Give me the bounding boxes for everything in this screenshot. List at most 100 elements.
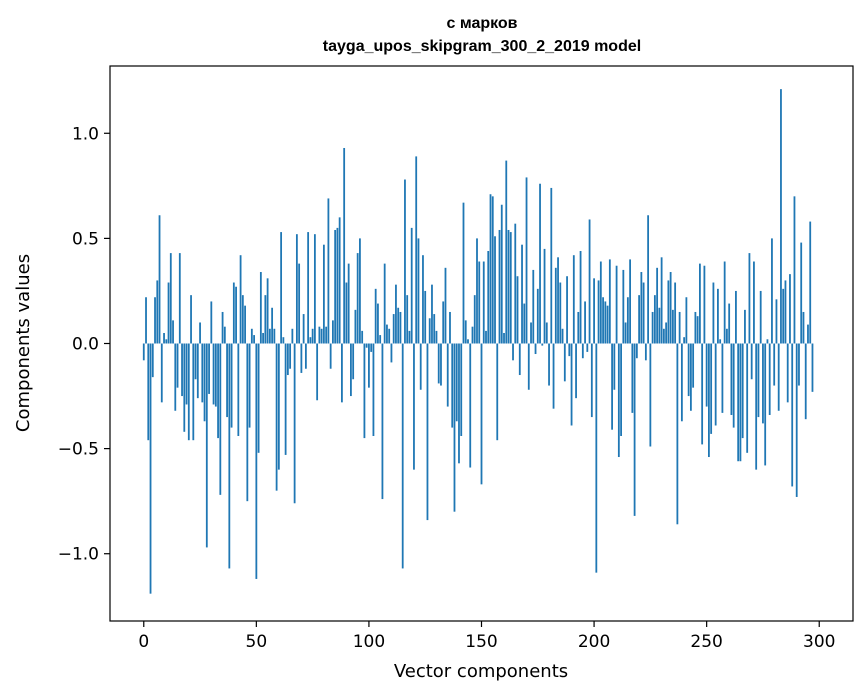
bar-7 — [158, 215, 161, 344]
bar-292 — [800, 242, 803, 344]
x-tick-label: 200 — [578, 632, 610, 652]
bar-100 — [368, 343, 370, 388]
plot-frame — [109, 65, 854, 622]
bar-240 — [683, 337, 686, 344]
bar-78 — [318, 326, 321, 344]
bar-140 — [458, 343, 460, 464]
bar-30 — [210, 301, 213, 344]
bars-group — [142, 89, 814, 594]
bar-76 — [313, 234, 316, 344]
bar-296 — [809, 221, 812, 344]
bar-280 — [773, 343, 776, 386]
bar-10 — [165, 339, 168, 344]
bar-34 — [219, 343, 222, 495]
bar-260 — [728, 303, 731, 344]
bar-182 — [552, 343, 555, 409]
bar-201 — [595, 343, 598, 573]
bar-108 — [386, 324, 388, 344]
bar-172 — [530, 322, 532, 344]
bar-55 — [266, 278, 269, 344]
bar-171 — [527, 343, 530, 390]
bar-213 — [622, 269, 625, 344]
bar-191 — [572, 255, 575, 344]
bar-122 — [417, 238, 420, 344]
bar-54 — [264, 295, 267, 344]
bar-2 — [147, 343, 150, 441]
bar-227 — [653, 295, 656, 344]
bar-245 — [694, 311, 697, 344]
bar-116 — [404, 179, 406, 344]
bar-293 — [802, 311, 805, 344]
bar-117 — [406, 295, 409, 344]
bar-137 — [451, 343, 454, 428]
bar-138 — [453, 343, 456, 512]
bar-185 — [559, 282, 562, 344]
bar-155 — [491, 196, 494, 344]
bar-289 — [793, 196, 796, 344]
bar-45 — [244, 305, 246, 344]
bar-190 — [570, 343, 573, 426]
bar-205 — [604, 301, 607, 344]
bar-23 — [194, 343, 197, 380]
bar-49 — [253, 335, 255, 344]
bar-147 — [473, 295, 476, 344]
bar-145 — [469, 343, 472, 468]
bar-255 — [717, 288, 719, 344]
bar-73 — [307, 232, 310, 344]
bar-221 — [640, 272, 643, 344]
bar-8 — [160, 343, 163, 403]
bar-257 — [721, 343, 724, 413]
bar-60 — [277, 343, 280, 470]
bar-64 — [286, 343, 289, 376]
bar-120 — [413, 343, 415, 470]
bar-75 — [311, 328, 314, 344]
bar-93 — [352, 343, 355, 380]
bar-0 — [142, 343, 145, 361]
bar-28 — [205, 343, 208, 548]
bar-40 — [232, 282, 235, 344]
x-tick-label: 0 — [138, 632, 149, 652]
bar-82 — [327, 198, 330, 344]
bar-119 — [410, 227, 413, 344]
bar-229 — [658, 307, 661, 344]
bar-196 — [584, 301, 586, 344]
bar-142 — [462, 202, 465, 344]
x-axis-label: Vector components — [394, 661, 568, 682]
bar-269 — [748, 253, 751, 344]
bar-126 — [426, 343, 429, 521]
bar-282 — [777, 343, 780, 411]
bar-15 — [176, 343, 179, 388]
bar-12 — [169, 253, 172, 344]
bar-59 — [275, 343, 278, 491]
bar-186 — [561, 328, 564, 344]
bar-236 — [674, 282, 677, 344]
bar-90 — [345, 282, 348, 344]
bar-252 — [710, 343, 713, 434]
bar-115 — [401, 343, 404, 569]
bar-181 — [550, 187, 553, 344]
bar-3 — [149, 343, 152, 594]
bar-95 — [356, 253, 359, 344]
bar-223 — [644, 343, 647, 361]
bar-150 — [480, 343, 483, 485]
bar-29 — [208, 343, 210, 394]
bar-31 — [212, 343, 215, 405]
bar-224 — [647, 215, 650, 344]
bar-17 — [181, 343, 183, 397]
bar-290 — [795, 343, 798, 497]
bar-263 — [735, 290, 737, 344]
bar-225 — [649, 343, 652, 447]
bar-74 — [309, 337, 312, 344]
bar-149 — [478, 261, 481, 344]
bar-178 — [543, 248, 546, 344]
bar-152 — [485, 330, 487, 344]
bar-127 — [428, 318, 431, 344]
bar-222 — [642, 282, 645, 344]
bar-19 — [185, 343, 188, 405]
bar-288 — [791, 343, 794, 487]
bar-41 — [235, 286, 237, 344]
bar-204 — [602, 297, 604, 344]
bar-159 — [500, 204, 503, 344]
bar-242 — [687, 343, 690, 397]
bar-101 — [370, 343, 373, 352]
